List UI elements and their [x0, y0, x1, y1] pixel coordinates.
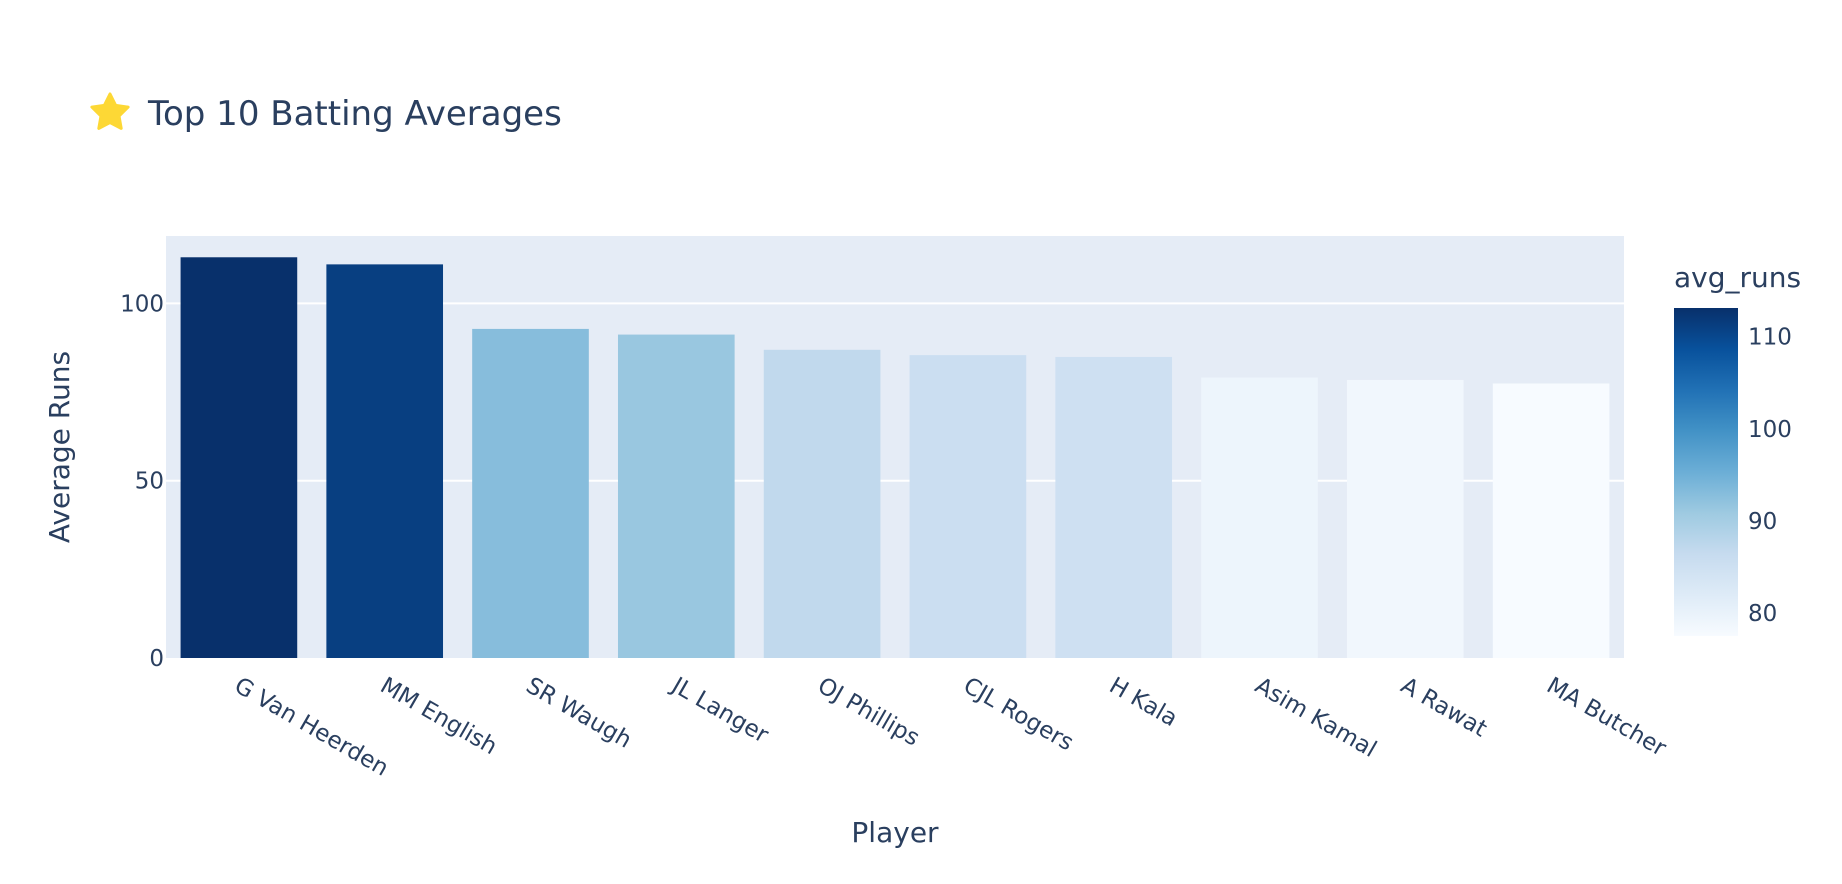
colorbar-tick-labels: 80 90 100 110: [1748, 325, 1792, 627]
x-tick-label: SR Waugh: [522, 673, 636, 754]
bar: [909, 355, 1027, 658]
colorbar-tick-label: 100: [1748, 417, 1792, 443]
x-tick-label: H Kala: [1105, 673, 1182, 732]
chart-title-group: Top 10 Batting Averages: [90, 92, 562, 134]
star-icon: [90, 92, 130, 130]
x-tick-label: MM English: [376, 673, 502, 761]
colorbar-tick-label: 110: [1748, 325, 1792, 351]
bar: [617, 334, 735, 658]
bar: [1346, 379, 1464, 658]
colorbar-tick-label: 80: [1748, 601, 1777, 627]
bar: [1201, 377, 1318, 658]
y-tick-label: 50: [135, 469, 164, 495]
y-tick-label: 0: [149, 646, 164, 672]
chart-title: Top 10 Batting Averages: [147, 94, 562, 134]
x-tick-label: Asim Kamal: [1251, 673, 1381, 763]
colorbar-scale: [1674, 308, 1738, 636]
bars: [180, 257, 1610, 658]
x-tick-label: CJL Rogers: [959, 673, 1078, 757]
y-axis-title: Average Runs: [43, 351, 76, 543]
colorbar-title: avg_runs: [1674, 261, 1801, 294]
x-tick-label: OJ Phillips: [813, 673, 924, 752]
x-axis-title: Player: [851, 816, 939, 849]
x-tick-label: JL Langer: [666, 672, 774, 749]
bar: [472, 328, 589, 658]
colorbar: avg_runs 80 90 100 110: [1674, 261, 1801, 636]
y-tick-labels: 0 50 100: [120, 291, 164, 672]
x-tick-label: MA Butcher: [1542, 673, 1671, 762]
bar: [326, 264, 444, 658]
x-tick-label: A Rawat: [1396, 673, 1491, 743]
colorbar-tick-label: 90: [1748, 509, 1777, 535]
bar: [763, 349, 881, 658]
bar: [1055, 356, 1173, 658]
y-tick-label: 100: [120, 291, 164, 317]
bar: [1492, 383, 1610, 658]
x-tick-label: G Van Heerden: [230, 673, 393, 782]
bar: [180, 257, 298, 658]
